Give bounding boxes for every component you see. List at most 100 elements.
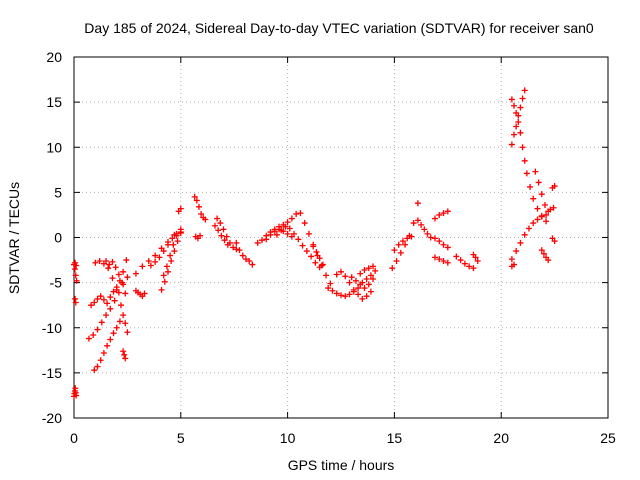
data-point [301, 220, 308, 227]
data-point [333, 290, 340, 297]
series-s45 [538, 247, 552, 264]
data-point [109, 275, 116, 282]
data-point [113, 286, 120, 293]
data-point [72, 259, 79, 266]
data-point [444, 259, 451, 266]
data-point [233, 239, 240, 246]
y-tick-label: 0 [54, 230, 62, 246]
data-point [288, 215, 295, 222]
data-point [472, 254, 479, 261]
data-point [410, 220, 417, 227]
data-point [519, 144, 526, 151]
data-point [111, 297, 118, 304]
data-point [515, 112, 522, 119]
series-s5 [85, 274, 131, 342]
data-point [508, 256, 515, 263]
data-point [164, 241, 171, 248]
data-point [267, 231, 274, 238]
data-point [523, 170, 530, 177]
y-tick-label: 10 [46, 139, 62, 155]
y-tick-label: 15 [46, 94, 62, 110]
data-point [72, 299, 79, 306]
series-s9 [120, 348, 129, 362]
data-point [444, 208, 451, 215]
data-point [223, 233, 230, 240]
data-point [517, 239, 524, 246]
series-s12 [147, 229, 184, 269]
data-point [91, 367, 98, 374]
data-point [359, 295, 366, 302]
data-point [211, 222, 218, 229]
data-point [167, 252, 174, 259]
data-point [352, 277, 359, 284]
data-point [169, 235, 176, 242]
series-s33 [431, 208, 451, 222]
data-point [218, 232, 225, 239]
data-point [171, 248, 178, 255]
data-point [230, 244, 237, 251]
data-point [168, 257, 175, 264]
data-point [214, 215, 221, 222]
data-point [372, 267, 379, 274]
data-point [284, 230, 291, 237]
data-point [408, 233, 415, 240]
data-point [440, 241, 447, 248]
data-point [236, 247, 243, 254]
data-point [551, 238, 558, 245]
data-point [414, 217, 421, 224]
series-s43 [547, 204, 557, 213]
data-point [532, 168, 539, 175]
data-point [338, 292, 344, 299]
data-point [193, 197, 200, 204]
series-s27 [333, 268, 374, 302]
series-s16 [191, 193, 209, 223]
series-s7 [92, 257, 131, 336]
data-point [112, 264, 119, 271]
data-point [239, 252, 246, 259]
data-point [519, 95, 526, 102]
data-point [197, 232, 204, 239]
data-point [431, 215, 438, 222]
data-point [100, 350, 107, 357]
series-s26 [325, 267, 379, 300]
y-axis-title: SDTVAR / TECUs [6, 182, 22, 294]
series-s32 [414, 217, 434, 241]
data-point [543, 211, 550, 218]
data-point [313, 248, 320, 255]
series-s18 [214, 215, 240, 253]
data-point [73, 392, 80, 399]
data-point [160, 248, 167, 255]
data-point [367, 272, 374, 279]
data-point [525, 225, 532, 232]
data-point [402, 241, 409, 248]
data-point [94, 363, 101, 370]
data-point [534, 216, 541, 223]
data-point [271, 228, 278, 235]
data-point [195, 203, 202, 210]
x-tick-label: 10 [280, 430, 296, 446]
data-point [440, 257, 447, 264]
series-s10 [132, 287, 148, 300]
data-point [94, 326, 101, 333]
series-s38 [508, 96, 550, 225]
data-point [263, 236, 270, 243]
series-s25 [310, 243, 326, 268]
data-point [361, 285, 368, 292]
data-point [249, 261, 256, 268]
series-s39 [508, 87, 528, 148]
series-s3 [72, 295, 79, 306]
data-point [361, 266, 368, 273]
data-point [357, 270, 364, 277]
data-point [160, 272, 167, 279]
data-point [258, 237, 265, 244]
data-point [517, 104, 524, 111]
data-point [521, 231, 528, 238]
data-point [316, 255, 323, 262]
series-s34 [431, 235, 451, 251]
data-point [511, 102, 518, 109]
data-point [147, 262, 154, 269]
x-tick-label: 20 [493, 430, 509, 446]
data-point [71, 266, 78, 273]
data-point [122, 355, 129, 362]
data-point [355, 285, 362, 292]
